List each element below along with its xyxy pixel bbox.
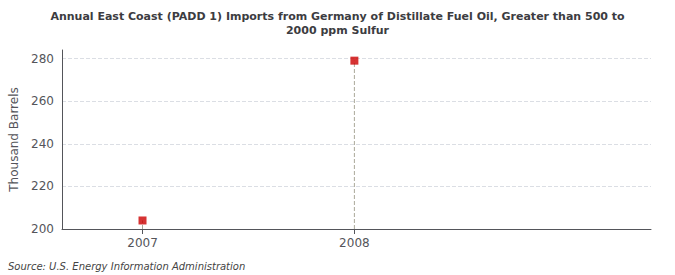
svg-text:280: 280 bbox=[31, 52, 54, 66]
svg-text:Thousand Barrels: Thousand Barrels bbox=[7, 87, 21, 192]
svg-text:220: 220 bbox=[31, 179, 54, 193]
svg-text:2008: 2008 bbox=[339, 236, 370, 250]
svg-text:260: 260 bbox=[31, 94, 54, 108]
svg-text:Annual East Coast (PADD 1) Imp: Annual East Coast (PADD 1) Imports from … bbox=[50, 10, 625, 23]
svg-text:2000 ppm Sulfur: 2000 ppm Sulfur bbox=[286, 24, 390, 37]
svg-text:200: 200 bbox=[31, 222, 54, 236]
svg-text:2007: 2007 bbox=[127, 236, 158, 250]
svg-text:Source: U.S. Energy Informatio: Source: U.S. Energy Information Administ… bbox=[8, 261, 245, 272]
svg-text:240: 240 bbox=[31, 137, 54, 151]
